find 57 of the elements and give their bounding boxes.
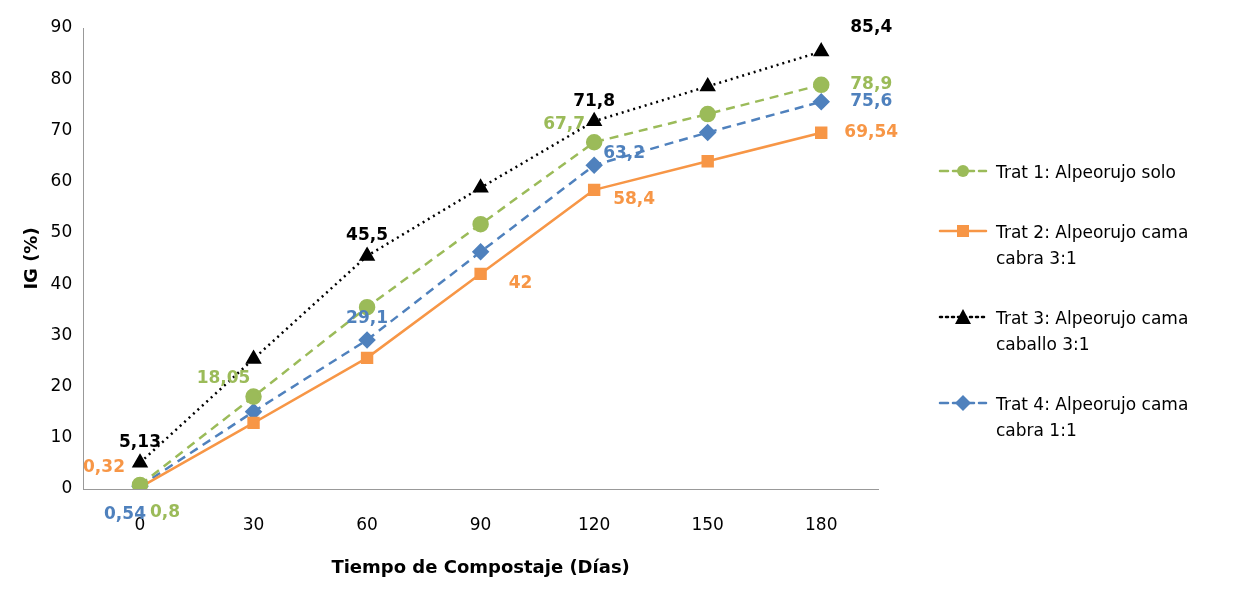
point — [245, 388, 262, 405]
point — [812, 76, 830, 94]
point — [472, 243, 489, 261]
data-label: 29,1 — [346, 307, 389, 328]
point — [246, 350, 261, 364]
x-tick-label: 90 — [469, 513, 492, 534]
point — [132, 454, 148, 468]
legend-label: Trat 3: Alpeorujo cama caballo 3:1 — [996, 306, 1190, 356]
x-tick-label: 120 — [577, 513, 611, 534]
data-label: 0,8 — [149, 501, 181, 522]
point — [474, 267, 487, 281]
point — [359, 247, 375, 261]
y-tick-label: 40 — [50, 272, 73, 293]
y-axis-title: IG (%) — [20, 227, 42, 290]
x-tick-label: 180 — [805, 513, 838, 534]
y-tick-label: 90 — [50, 16, 73, 37]
data-label: 58,4 — [613, 188, 656, 209]
y-tick-label: 20 — [50, 374, 73, 395]
point — [813, 43, 829, 57]
y-tick-label: 60 — [50, 170, 73, 191]
data-label: 69,54 — [844, 121, 899, 142]
point — [812, 93, 830, 111]
data-label: 71,8 — [573, 89, 616, 110]
x-axis-title: Tiempo de Compostaje (Días) — [331, 555, 630, 577]
data-label: 5,13 — [119, 431, 161, 452]
point — [587, 183, 601, 197]
point — [586, 112, 602, 126]
legend-label: Trat 1: Alpeorujo solo — [996, 160, 1176, 184]
point — [585, 157, 603, 174]
point — [472, 215, 489, 233]
legend-label: Trat 4: Alpeorujo cama cabra 1:1 — [996, 392, 1190, 442]
y-tick-label: 10 — [50, 426, 73, 447]
point — [473, 179, 488, 193]
data-label: 67,7 — [543, 112, 586, 133]
point — [585, 133, 603, 151]
point — [247, 416, 260, 430]
x-tick-label: 150 — [691, 513, 724, 534]
legend-label: Trat 2: Alpeorujo cama cabra 3:1 — [996, 220, 1190, 270]
point — [699, 105, 716, 123]
point — [360, 351, 374, 365]
y-tick-label: 0 — [61, 477, 73, 498]
point — [699, 124, 716, 141]
point — [358, 331, 376, 349]
x-tick-label: 30 — [242, 513, 265, 534]
point — [700, 78, 716, 92]
y-tick-label: 50 — [50, 221, 73, 242]
data-label: 18,05 — [196, 366, 251, 387]
y-tick-label: 80 — [50, 67, 73, 88]
x-tick-label: 60 — [356, 513, 378, 534]
data-label: 85,4 — [850, 15, 893, 36]
data-label: 42 — [508, 272, 533, 293]
y-tick-label: 30 — [50, 323, 73, 344]
data-label: 45,5 — [346, 224, 389, 245]
y-tick-label: 70 — [50, 118, 73, 139]
point — [815, 126, 828, 139]
point — [701, 154, 714, 168]
data-label: 78,9 — [850, 73, 893, 94]
